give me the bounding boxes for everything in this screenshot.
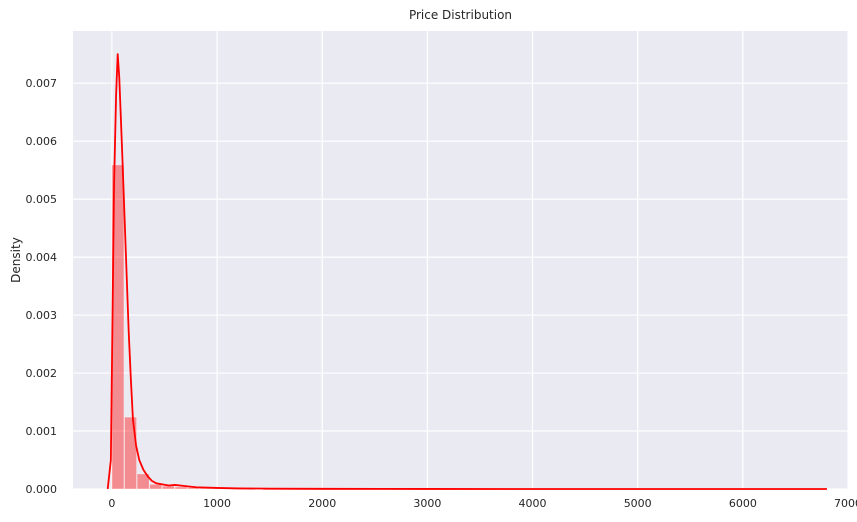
y-axis-label: Density bbox=[9, 237, 23, 283]
y-axis-ticks: 0.000 0.001 0.002 0.003 0.004 0.005 0.006 0.007 bbox=[26, 77, 58, 496]
x-tick-label: 4000 bbox=[519, 497, 547, 510]
histogram-bar bbox=[174, 486, 188, 490]
plot-area bbox=[73, 31, 848, 489]
y-tick-label: 0.002 bbox=[26, 367, 58, 380]
y-tick-label: 0.000 bbox=[26, 483, 58, 496]
y-tick-label: 0.006 bbox=[26, 135, 58, 148]
y-tick-label: 0.001 bbox=[26, 425, 58, 438]
x-tick-label: 2000 bbox=[308, 497, 336, 510]
y-tick-label: 0.007 bbox=[26, 77, 58, 90]
kde-curve bbox=[106, 53, 827, 490]
x-tick-label: 1000 bbox=[203, 497, 231, 510]
grid-lines bbox=[73, 31, 849, 490]
x-tick-label: 3000 bbox=[413, 497, 441, 510]
histogram-bar bbox=[149, 484, 163, 490]
y-tick-label: 0.005 bbox=[26, 193, 58, 206]
x-tick-label: 0 bbox=[108, 497, 115, 510]
kde-curve-group bbox=[106, 53, 827, 490]
histogram-bar bbox=[136, 473, 150, 490]
chart-title: Price Distribution bbox=[409, 8, 512, 22]
histogram-bar bbox=[162, 485, 175, 490]
histogram-bar bbox=[124, 416, 137, 490]
x-tick-label: 6000 bbox=[729, 497, 757, 510]
x-tick-label: 5000 bbox=[624, 497, 652, 510]
y-tick-label: 0.004 bbox=[26, 251, 58, 264]
y-tick-label: 0.003 bbox=[26, 309, 58, 322]
